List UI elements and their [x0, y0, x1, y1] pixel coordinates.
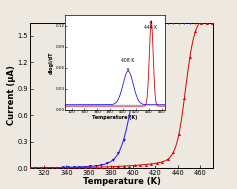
- Y-axis label: dlogI/dT: dlogI/dT: [49, 51, 54, 74]
- Text: 408 K: 408 K: [121, 58, 134, 70]
- X-axis label: Temperature (K): Temperature (K): [82, 177, 160, 186]
- X-axis label: Temperature (K): Temperature (K): [92, 115, 137, 120]
- Y-axis label: Current (μA): Current (μA): [7, 66, 16, 125]
- Text: 444 K: 444 K: [144, 21, 157, 30]
